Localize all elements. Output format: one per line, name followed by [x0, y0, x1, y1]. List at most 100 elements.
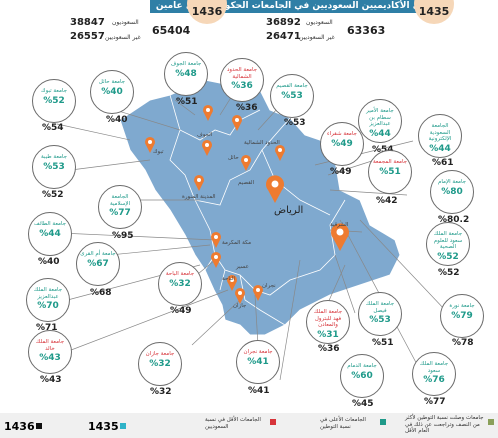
non-saudi-1436: 26557	[70, 31, 105, 42]
city-northern: الحدود الشمالية	[244, 140, 280, 146]
uni-hail-1435: %40	[106, 115, 128, 125]
city-makkah: مكة المكرمة	[222, 240, 252, 246]
city-eastern: الشرقية	[330, 222, 349, 228]
uni-noura-1435: %78	[452, 338, 474, 348]
legend: 1436 1435 الجامعات الأقل في نسبة السعودي…	[0, 413, 498, 438]
map-pins	[145, 105, 349, 304]
pin-baha	[211, 251, 222, 268]
uni-taif-1435: %40	[38, 257, 60, 267]
legend-gray-text: جامعات وصلت نسبة التوطين لأكثر من النصف …	[405, 415, 484, 434]
uni-northern-borders-1435: %36	[236, 103, 258, 113]
uni-noura: جامعة نورة %79	[440, 294, 484, 338]
saudi-1436: 38847	[70, 17, 105, 28]
uni-shaqra: جامعة شقراء %49	[320, 122, 364, 166]
city-baha: الباحة	[222, 276, 235, 282]
uni-king-saud: جامعة الملك سعود %76	[412, 352, 456, 396]
riyadh-label: الرياض	[274, 205, 304, 216]
uni-ksau-hs: جامعة الملك سعود للعلوم الصحية %52	[426, 222, 470, 266]
map-shape	[119, 79, 401, 336]
pin-jazan	[235, 288, 245, 304]
city-jazan: جازان	[233, 303, 247, 309]
pin-madinah	[194, 175, 204, 191]
uni-dammam: جامعة الدمام %60	[340, 354, 384, 398]
legend-year-1435: 1435	[88, 420, 119, 433]
city-tabuk: تبوك	[153, 149, 164, 155]
uni-northern-borders: جامعة الحدود الشمالية %36	[220, 58, 264, 102]
saudi-label-1436: السعوديون	[112, 19, 139, 26]
city-qassim: القصيم	[238, 180, 255, 186]
non-saudi-label-1436: غير السعوديين	[105, 34, 141, 41]
uni-kfupm-1435: %36	[318, 344, 340, 354]
uni-qassim: جامعة القصيم %53	[270, 74, 314, 118]
pin-eastern	[331, 223, 349, 251]
pin-shaqra	[275, 145, 285, 161]
city-jouf: الجوف	[197, 132, 213, 138]
total-1436: 65404	[152, 24, 191, 37]
uni-najran-1435: %41	[248, 386, 270, 396]
saudi-label-1435: السعوديون	[306, 19, 333, 26]
uni-kfupm: جامعة الملك فهد للبترول والمعادن %31	[306, 300, 350, 344]
legend-teal-text: الجامعات الأعلى في نسبة التوطين	[320, 417, 366, 430]
city-asir: عسير	[236, 264, 249, 270]
uni-ksau-hs-1435: %52	[438, 268, 460, 278]
uni-taibah-1435: %52	[42, 190, 64, 200]
legend-teal-swatch	[380, 419, 386, 425]
non-saudi-label-1435: غير السعوديين	[299, 34, 335, 41]
uni-king-faisal-1435: %51	[372, 338, 394, 348]
uni-saudi-electronic-1435: %61	[432, 158, 454, 168]
uni-saudi-electronic: الجامعة السعودية الإلكترونية %44	[418, 114, 462, 158]
uni-king-khalid: جامعة الملك خالد %43	[28, 330, 72, 374]
city-hail: حائل	[228, 155, 239, 161]
uni-taibah: جامعة طيبة %53	[32, 145, 76, 189]
uni-baha: جامعة الباحة %32	[158, 262, 202, 306]
uni-qassim-1435: %53	[284, 118, 306, 128]
legend-red-swatch	[270, 419, 276, 425]
uni-jouf-1435: %51	[176, 97, 198, 107]
uni-jazan: جامعة جازان %32	[138, 342, 182, 386]
pin-tabuk	[145, 137, 155, 153]
year-1436-circle: 1436	[187, 0, 227, 24]
pin-jouf	[202, 105, 213, 121]
non-saudi-1435: 26471	[266, 31, 301, 42]
uni-umm-al-qura-1435: %68	[90, 288, 112, 298]
total-1435: 63363	[347, 24, 386, 37]
uni-jazan-1435: %32	[150, 387, 172, 397]
pin-hail	[202, 140, 212, 156]
uni-tabuk-1435: %54	[42, 123, 64, 133]
uni-kau-1435: %71	[36, 323, 58, 333]
uni-tabuk: جامعة تبوك %52	[32, 79, 76, 123]
uni-imam-1435: %80.2	[438, 215, 470, 225]
uni-prince-sattam: جامعة الأمير سطام بن عبدالعزيز %44	[358, 99, 402, 143]
pin-najran	[253, 285, 263, 301]
uni-islamic-1435: %95	[112, 231, 134, 241]
uni-king-khalid-1435: %43	[40, 375, 62, 385]
uni-islamic: الجامعة الإسلامية %77	[98, 185, 142, 229]
legend-green-swatch	[488, 419, 494, 425]
uni-hail: جامعة حائل %40	[90, 70, 134, 114]
legend-year-1436: 1436	[4, 420, 35, 433]
city-najran: نجران	[262, 283, 276, 289]
legend-cyan-swatch	[120, 423, 126, 429]
uni-king-saud-1435: %77	[424, 397, 446, 407]
pin-asir	[227, 274, 238, 291]
uni-umm-al-qura: جامعة أم القرى %67	[76, 242, 120, 286]
saudi-1435: 36892	[266, 17, 301, 28]
city-madinah: المدينة المنورة	[182, 194, 216, 200]
uni-imam: جامعة الإمام %80	[430, 170, 474, 214]
legend-red-text: الجامعات الأقل في نسبة السعوديين	[205, 417, 261, 430]
pin-riyadh	[266, 175, 284, 203]
uni-baha-1435: %49	[170, 306, 192, 316]
pin-qassim	[241, 155, 252, 171]
uni-dammam-1435: %45	[352, 399, 374, 409]
uni-king-faisal: جامعة الملك فيصل %53	[358, 292, 402, 336]
pin-northern	[232, 115, 242, 131]
uni-najran: جامعة نجران %41	[236, 340, 280, 384]
legend-black-swatch	[36, 423, 42, 429]
uni-majmaah: جامعة المجمعة %51	[368, 150, 412, 194]
uni-kau: جامعة الملك عبدالعزيز %70	[26, 278, 70, 322]
pin-makkah	[211, 232, 222, 248]
uni-shaqra-1435: %49	[330, 167, 352, 177]
uni-majmaah-1435: %42	[376, 196, 398, 206]
uni-jouf: جامعة الجوف %48	[164, 52, 208, 96]
